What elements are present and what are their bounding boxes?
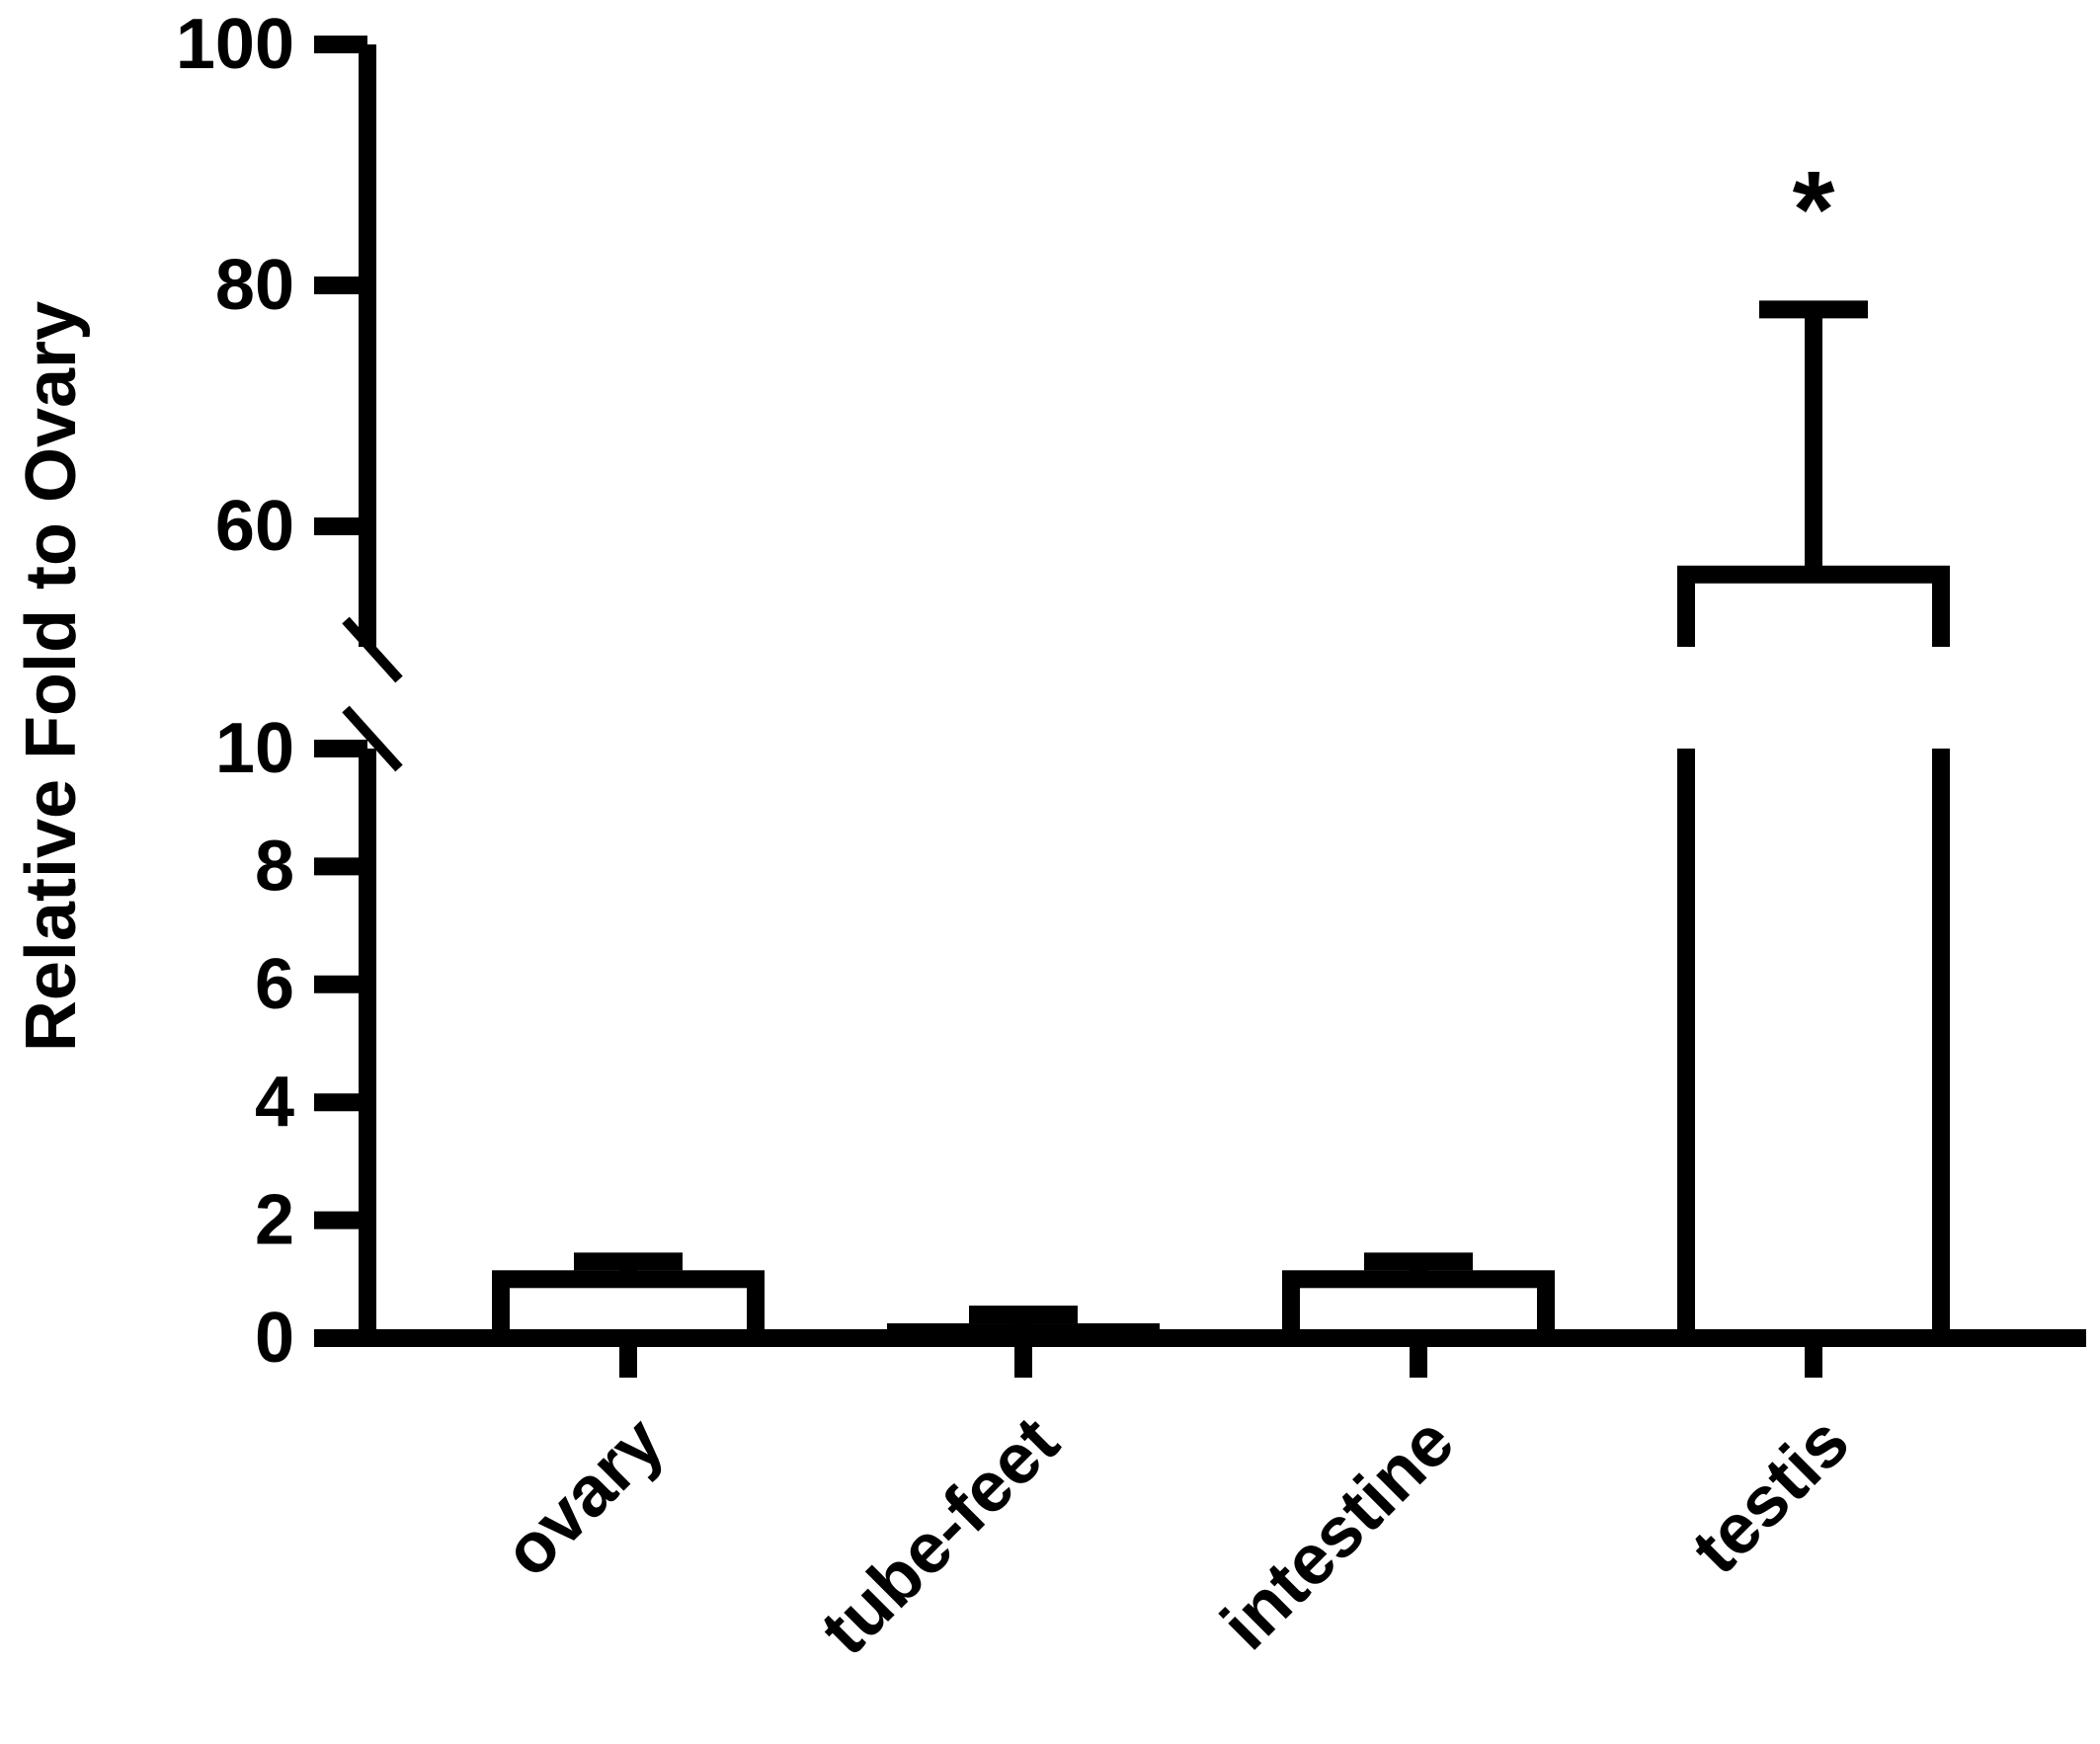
significance-marker: * bbox=[1793, 149, 1835, 271]
axis-break-mark bbox=[342, 705, 403, 772]
bar-intestine bbox=[1282, 1270, 1555, 1348]
axis-break-mark bbox=[342, 616, 403, 683]
y-tick-label: 4 bbox=[255, 1063, 294, 1142]
ticks bbox=[314, 36, 1822, 1378]
bars bbox=[492, 300, 1950, 1348]
y-tick-label: 0 bbox=[255, 1299, 294, 1378]
y-tick-label: 10 bbox=[215, 709, 294, 788]
y-tick-label: 6 bbox=[255, 945, 294, 1024]
y-tick-label: 100 bbox=[176, 5, 294, 84]
x-tick-label: ovary bbox=[489, 1402, 679, 1592]
bar-tube-feet bbox=[887, 1323, 1160, 1348]
x-tick-label: tube-feet bbox=[806, 1402, 1075, 1671]
bar-ovary bbox=[492, 1270, 765, 1348]
y-tick-label: 8 bbox=[255, 827, 294, 906]
x-tick-label: testis bbox=[1677, 1402, 1865, 1590]
labels: 0 2 4 6 8 10 60 80 100 ovary tube-feet intestine tes… bbox=[176, 5, 1864, 1670]
bar-testis-top bbox=[1677, 565, 1950, 647]
y-axis-label: Relative Fold to Ovary bbox=[12, 301, 91, 1052]
x-tick-label: intestine bbox=[1206, 1402, 1469, 1665]
y-tick-label: 80 bbox=[215, 246, 294, 325]
y-tick-label: 60 bbox=[215, 487, 294, 566]
y-tick-label: 2 bbox=[255, 1181, 294, 1260]
